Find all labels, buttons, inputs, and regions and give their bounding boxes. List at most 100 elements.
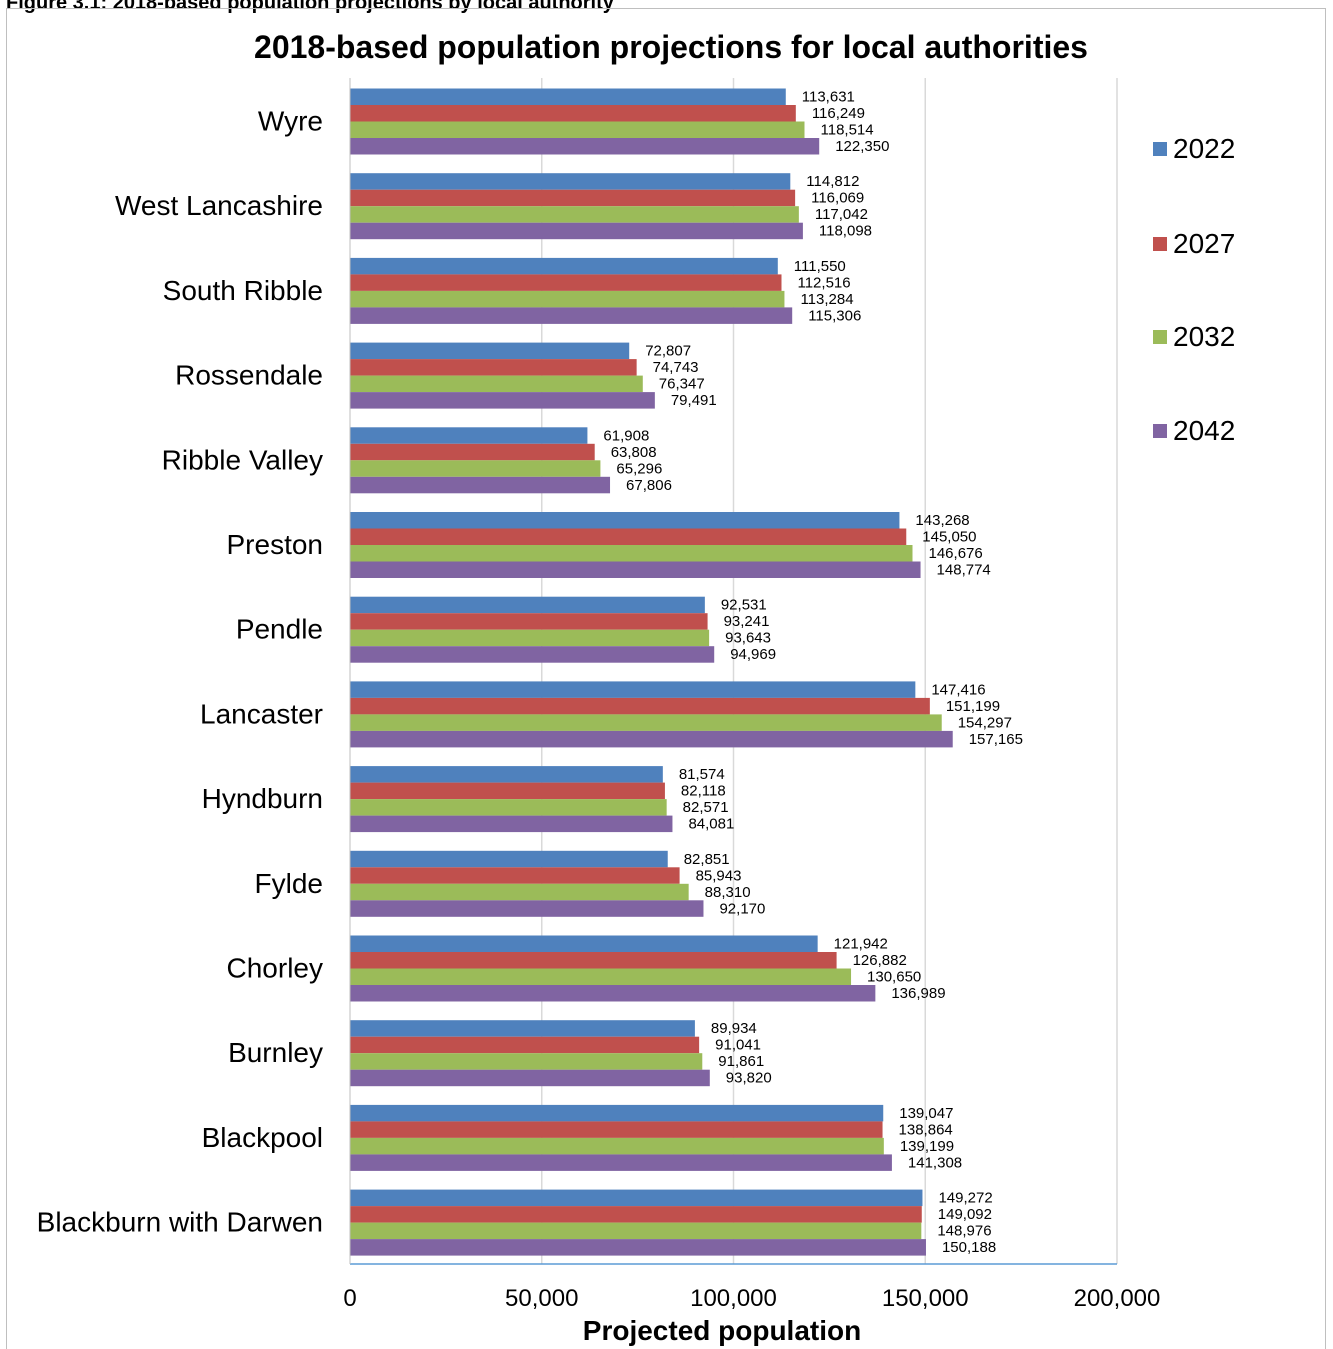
- legend-item: 2027: [1153, 230, 1235, 258]
- x-tick-label: 200,000: [1074, 1285, 1161, 1312]
- data-label: 121,942: [834, 936, 888, 953]
- legend-label: 2042: [1173, 415, 1236, 446]
- data-label: 126,882: [853, 952, 907, 969]
- bar-2042: [350, 392, 655, 409]
- data-label: 151,199: [946, 698, 1000, 715]
- bar-2032: [350, 206, 799, 223]
- chart-frame: [6, 8, 1326, 1349]
- data-label: 147,416: [931, 681, 985, 698]
- bar-2022: [350, 596, 705, 614]
- bar-2042: [350, 307, 793, 324]
- data-label: 92,170: [719, 900, 765, 917]
- bar-2032: [350, 629, 710, 647]
- data-label: 113,631: [802, 89, 855, 106]
- bar-2032: [350, 883, 689, 901]
- bar-2042: [350, 646, 715, 663]
- data-label: 139,047: [899, 1105, 953, 1122]
- bar-2032: [350, 121, 805, 138]
- bar-2042: [350, 815, 673, 833]
- x-tick-label: 0: [343, 1285, 356, 1312]
- bar-2032: [350, 375, 643, 393]
- bar-2032: [350, 545, 913, 562]
- data-label: 88,310: [705, 884, 751, 901]
- data-label: 65,296: [616, 460, 662, 477]
- data-label: 93,643: [725, 630, 771, 647]
- data-label: 82,118: [681, 783, 726, 800]
- data-label: 145,050: [922, 529, 976, 546]
- bar-2042: [350, 1239, 926, 1256]
- category-label: Hyndburn: [202, 783, 323, 814]
- x-tick-label: 150,000: [882, 1285, 969, 1312]
- bar-2022: [350, 1189, 923, 1207]
- data-label: 146,676: [929, 545, 983, 562]
- bar-2032: [350, 714, 942, 731]
- legend-item: 2042: [1153, 417, 1235, 445]
- bar-2042: [350, 222, 803, 240]
- bar-2032: [350, 1137, 884, 1155]
- data-label: 116,249: [812, 105, 865, 122]
- data-label: 93,820: [726, 1070, 772, 1087]
- data-label: 148,774: [937, 562, 991, 579]
- legend-item: 2022: [1153, 135, 1235, 163]
- bar-2022: [350, 173, 791, 190]
- data-label: 122,350: [835, 138, 889, 155]
- legend-swatch: [1153, 330, 1167, 344]
- bar-2027: [350, 697, 930, 715]
- bar-2022: [350, 257, 778, 275]
- data-label: 116,069: [811, 190, 864, 207]
- data-label: 91,861: [718, 1053, 764, 1070]
- bar-2032: [350, 1053, 703, 1070]
- bar-2022: [350, 512, 900, 529]
- bar-2032: [350, 460, 601, 477]
- data-label: 141,308: [908, 1154, 962, 1171]
- data-label: 130,650: [867, 969, 921, 986]
- bar-2022: [350, 1104, 884, 1122]
- category-labels: Wyre West Lancashire South Ribble Rossendal…: [37, 106, 323, 1238]
- category-label: Rossendale: [175, 360, 323, 391]
- data-label: 149,092: [938, 1206, 992, 1223]
- data-label: 82,571: [683, 799, 729, 816]
- bar-2027: [350, 952, 837, 969]
- data-label: 149,272: [938, 1190, 992, 1207]
- data-label: 157,165: [969, 731, 1023, 748]
- legend-item: 2032: [1153, 323, 1235, 351]
- data-label: 114,812: [806, 173, 859, 190]
- bar-2027: [350, 867, 680, 884]
- bar-2042: [350, 1069, 710, 1087]
- data-label: 91,041: [715, 1037, 761, 1054]
- data-label: 85,943: [696, 867, 742, 884]
- x-axis-label: Projected population: [583, 1315, 861, 1346]
- bar-2032: [350, 1222, 922, 1240]
- bar-2042: [350, 1154, 892, 1171]
- category-label: Preston: [227, 529, 324, 560]
- data-label: 118,098: [819, 223, 872, 240]
- figure-caption: Figure 3.1: 2018-based population projec…: [6, 0, 614, 14]
- data-label: 76,347: [659, 376, 705, 393]
- category-label: Blackpool: [202, 1122, 323, 1153]
- category-label: Burnley: [228, 1037, 323, 1068]
- data-label: 79,491: [671, 392, 717, 409]
- category-label: Lancaster: [200, 698, 323, 729]
- data-label: 81,574: [679, 766, 725, 783]
- bar-2042: [350, 985, 876, 1002]
- data-label: 111,550: [794, 258, 846, 275]
- bar-2022: [350, 766, 663, 783]
- data-label: 117,042: [815, 206, 868, 223]
- bar-2022: [350, 935, 818, 952]
- bar-2027: [350, 274, 782, 291]
- data-label: 115,306: [808, 307, 861, 324]
- legend-swatch: [1153, 142, 1167, 156]
- data-label: 118,514: [821, 122, 874, 139]
- bars: [350, 88, 953, 1256]
- legend-swatch: [1153, 424, 1167, 438]
- data-label: 72,807: [645, 343, 691, 360]
- bar-2042: [350, 138, 820, 155]
- category-label: Chorley: [227, 953, 323, 984]
- data-label: 82,851: [684, 851, 730, 868]
- bar-2027: [350, 105, 796, 122]
- data-label: 150,188: [942, 1239, 996, 1256]
- x-axis-tick-labels: 0 50,000 100,000 150,000 200,000: [343, 1285, 1160, 1312]
- bar-2027: [350, 443, 595, 461]
